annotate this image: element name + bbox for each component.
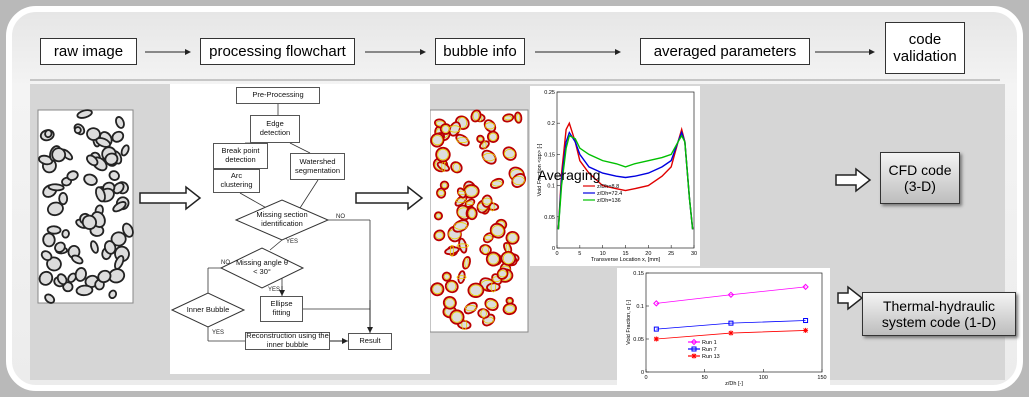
y-tick-label: 0.05 — [633, 337, 644, 343]
x-tick-label: 50 — [702, 375, 708, 381]
process-node: Ellipse fitting — [260, 296, 303, 322]
y-tick-label: 0.2 — [547, 121, 555, 127]
marker — [654, 337, 659, 342]
x-axis-label: z/Dh [-] — [725, 381, 743, 387]
edge-label: YES — [212, 330, 232, 338]
decision-node: Inner Bubble — [184, 297, 232, 323]
x-tick-label: 0 — [555, 251, 558, 257]
bubble — [481, 195, 492, 208]
legend-label: Run 7 — [702, 347, 717, 353]
bubble — [62, 229, 70, 238]
x-tick-label: 150 — [817, 375, 826, 381]
legend-label: Run 13 — [702, 354, 720, 360]
step-box: bubble info — [435, 38, 525, 65]
block-arrow — [836, 169, 870, 191]
bubble — [436, 188, 446, 199]
marker — [728, 331, 733, 336]
marker — [803, 328, 808, 333]
process-node: Pre-Processing — [236, 87, 320, 104]
edge-label: YES — [286, 239, 306, 247]
x-tick-label: 0 — [644, 375, 647, 381]
diagram: 00.050.10.150.20.25051015202530Transvers… — [0, 0, 1029, 397]
x-tick-label: 5 — [578, 251, 581, 257]
bubble — [76, 285, 93, 296]
y-tick-label: 0.25 — [544, 90, 555, 96]
process-node: Break point detection — [213, 143, 268, 169]
y-tick-label: 0.15 — [544, 152, 555, 158]
edge-label: NO — [336, 214, 356, 222]
output-box: Thermal-hydraulic system code (1-D) — [862, 292, 1016, 336]
process-node: Result — [348, 333, 392, 350]
plot-bg — [617, 268, 830, 385]
y-tick-label: 0.1 — [636, 304, 644, 310]
y-tick-label: 0.15 — [633, 271, 644, 277]
edge-label: YES — [268, 287, 288, 295]
y-tick-label: 0.05 — [544, 215, 555, 221]
step-box: averaged parameters — [640, 38, 810, 65]
process-node: Reconstruction using the inner bubble — [245, 332, 330, 350]
decision-node: Missing angle θ < 30° — [233, 252, 291, 284]
marker — [692, 354, 697, 359]
legend-label: z/Dh=8.8 — [597, 184, 619, 190]
legend-label: z/Dh=72.4 — [597, 191, 622, 197]
bubble — [43, 233, 56, 247]
bubble — [44, 129, 52, 138]
block-arrow — [838, 287, 862, 309]
decision-node: Missing section identification — [248, 204, 316, 236]
step-box: code validation — [885, 22, 965, 74]
edge-label: NO — [221, 260, 241, 268]
process-node: Edge detection — [250, 115, 300, 143]
step-box: raw image — [40, 38, 137, 65]
process-node: Arc clustering — [213, 169, 260, 193]
x-tick-label: 25 — [668, 251, 674, 257]
x-tick-label: 30 — [691, 251, 697, 257]
legend-label: Run 1 — [702, 340, 717, 346]
averaging-label: Averaging — [538, 165, 600, 185]
y-axis-label: Void Fraction, α [-] — [626, 300, 632, 345]
output-box: CFD code (3-D) — [880, 152, 960, 204]
bubble — [47, 226, 60, 234]
bubble — [59, 193, 67, 205]
legend-label: z/Dh=136 — [597, 198, 621, 204]
x-axis-label: Transverse Location x, [mm] — [591, 257, 661, 263]
process-node: Watershed segmentation — [290, 153, 345, 180]
x-tick-label: 100 — [759, 375, 768, 381]
step-box: processing flowchart — [200, 38, 355, 65]
bubble — [48, 184, 64, 191]
